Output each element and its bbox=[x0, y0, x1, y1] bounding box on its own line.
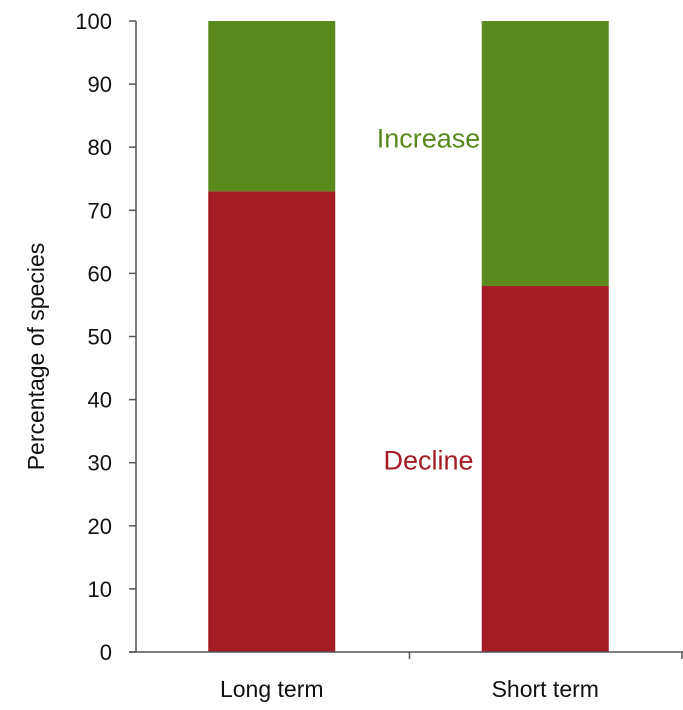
y-axis-title: Percentage of species bbox=[23, 243, 49, 471]
x-ticks-group: Long term Short term bbox=[220, 652, 683, 702]
y-tick-label: 10 bbox=[88, 577, 112, 602]
y-tick-label: 40 bbox=[88, 388, 112, 413]
annotation-increase: Increase bbox=[377, 124, 481, 154]
y-tick-label: 0 bbox=[100, 640, 112, 665]
bar-decline-long-term bbox=[208, 191, 336, 652]
bars-group bbox=[208, 21, 609, 652]
bar-increase-long-term bbox=[208, 21, 336, 192]
y-tick-label: 30 bbox=[88, 451, 112, 476]
y-tick-label: 80 bbox=[88, 135, 112, 160]
x-tick-label: Short term bbox=[492, 676, 599, 702]
y-tick-label: 100 bbox=[75, 9, 112, 34]
annotations-group: Increase Decline bbox=[377, 124, 481, 476]
bar-decline-short-term bbox=[481, 286, 609, 652]
y-tick-label: 50 bbox=[88, 325, 112, 350]
y-tick-label: 90 bbox=[88, 72, 112, 97]
y-ticks-group: 0 10 20 30 40 50 60 70 80 90 100 bbox=[75, 9, 136, 665]
bar-increase-short-term bbox=[481, 21, 609, 287]
annotation-decline: Decline bbox=[383, 446, 473, 476]
y-tick-label: 20 bbox=[88, 514, 112, 539]
y-tick-label: 70 bbox=[88, 198, 112, 223]
y-tick-label: 60 bbox=[88, 261, 112, 286]
x-tick-label: Long term bbox=[220, 676, 324, 702]
